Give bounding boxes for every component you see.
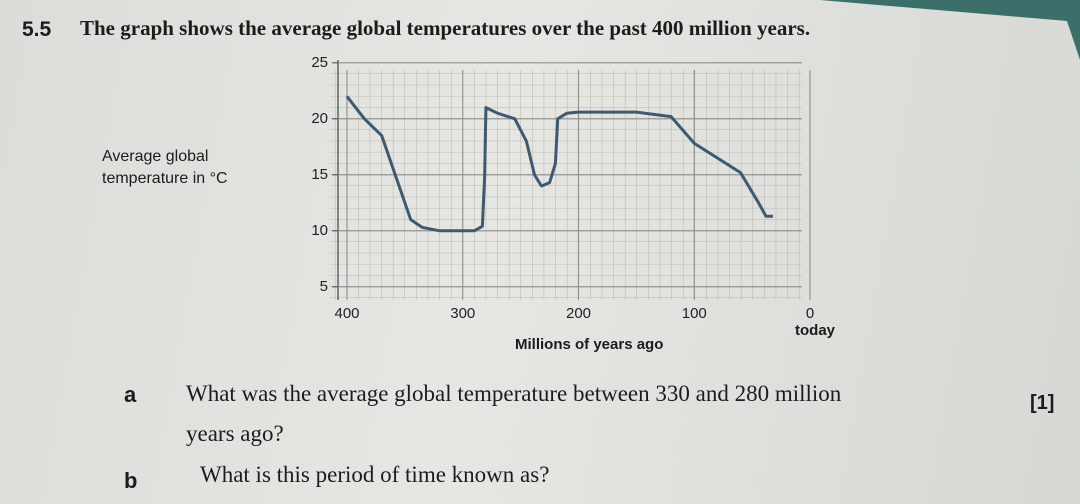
part-a-text: What was the average global temperature …	[186, 374, 841, 454]
part-letter: b	[124, 468, 138, 493]
minor-grid	[330, 70, 802, 300]
text-line: years ago?	[186, 421, 284, 446]
y-tick-label: 15	[311, 166, 328, 183]
part-b-text: What is this period of time known as?	[200, 462, 550, 487]
question-text: The graph shows the average global tempe…	[80, 16, 811, 40]
y-axis-label-line: temperature in °C	[102, 170, 228, 187]
x-tick-label: 200	[566, 305, 591, 322]
x-tick-label: 400	[334, 305, 359, 322]
y-tick-label: 10	[311, 222, 328, 239]
text-line: What was the average global temperature …	[186, 381, 842, 406]
y-tick-label: 25	[311, 54, 328, 71]
x-axis-label: Millions of years ago	[515, 336, 664, 353]
y-axis-label-line: Average global	[102, 148, 209, 165]
question-number: 5.5	[22, 18, 52, 41]
y-tick-label: 20	[311, 110, 328, 127]
marks: [1]	[1030, 392, 1055, 414]
part-letter: a	[124, 382, 137, 407]
x-end-label: today	[795, 322, 836, 339]
x-tick-label: 100	[682, 305, 707, 322]
x-tick-label: 300	[450, 305, 475, 322]
y-axis-label: Average global temperature in °C	[102, 146, 228, 190]
y-tick-label: 5	[320, 278, 328, 295]
x-tick-label: 0	[806, 305, 814, 322]
temperature-line	[345, 95, 773, 233]
